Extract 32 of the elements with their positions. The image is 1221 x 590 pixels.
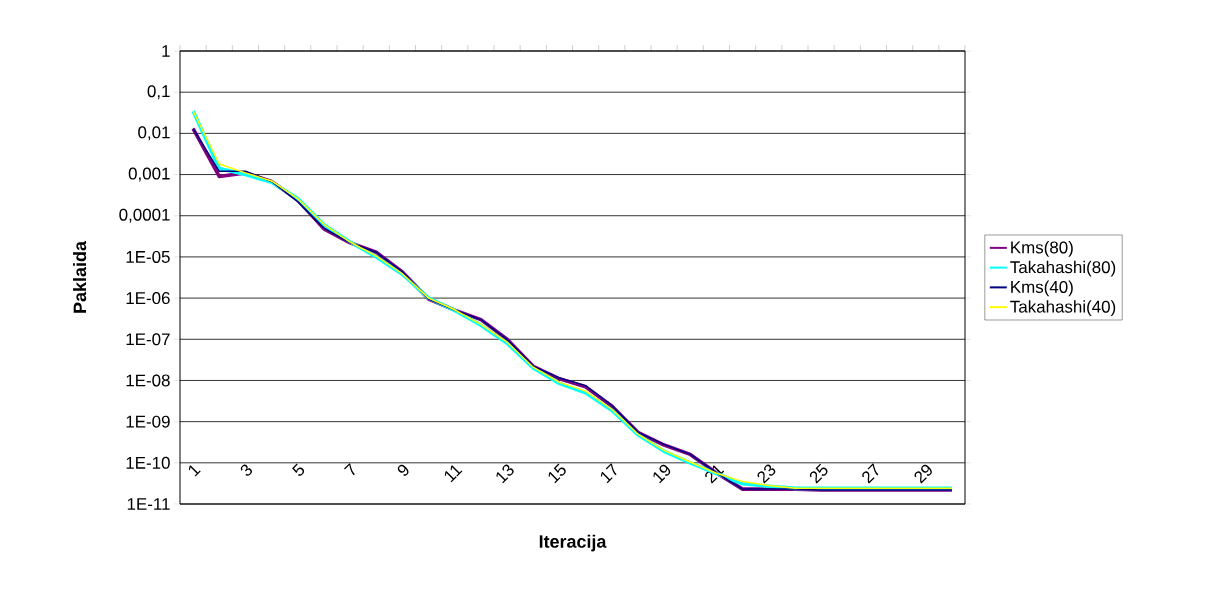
- y-tick-label: 0,01: [138, 126, 170, 141]
- y-tick-label: 0,0001: [119, 208, 170, 223]
- x-tick-label: 11: [444, 465, 463, 483]
- x-tick-label: 9: [397, 464, 409, 476]
- y-tick-label: 0,001: [128, 167, 170, 182]
- x-tick-label: 17: [600, 463, 617, 484]
- y-tick-label: 0,1: [147, 85, 170, 100]
- y-tick-label: 1E-05: [126, 250, 170, 263]
- y-tick-label: 1E-11: [127, 498, 170, 510]
- x-tick-label: 13: [496, 464, 514, 484]
- x-tick-label: 27: [862, 463, 879, 484]
- y-tick-label: 1E-07: [126, 333, 170, 346]
- x-tick-label: 1: [188, 465, 201, 477]
- x-tick-label: 25: [809, 463, 828, 484]
- x-axis-title: Iteracija: [539, 534, 607, 552]
- y-tick-label: 1E-10: [126, 456, 170, 469]
- legend-label: Kms(80): [1011, 241, 1073, 257]
- x-tick-label: 19: [653, 464, 671, 484]
- y-tick-label: 1E-09: [126, 415, 170, 428]
- x-tick-label: 15: [548, 463, 566, 484]
- y-axis-title: Paklaida: [73, 241, 87, 313]
- x-tick-label: 23: [757, 464, 776, 484]
- legend-label: Takahashi(40): [1010, 300, 1116, 317]
- x-tick-label: 7: [344, 463, 355, 476]
- y-tick-label: 1E-06: [126, 292, 170, 305]
- legend-label: Takahashi(80): [1010, 260, 1116, 277]
- x-tick-label: 29: [914, 464, 932, 484]
- legend-label: Kms(40): [1011, 280, 1073, 297]
- y-tick-label: 1E-08: [126, 374, 170, 387]
- x-tick-label: 5: [292, 463, 305, 476]
- x-tick-label: 3: [240, 464, 253, 476]
- y-tick-label: 1: [162, 45, 170, 57]
